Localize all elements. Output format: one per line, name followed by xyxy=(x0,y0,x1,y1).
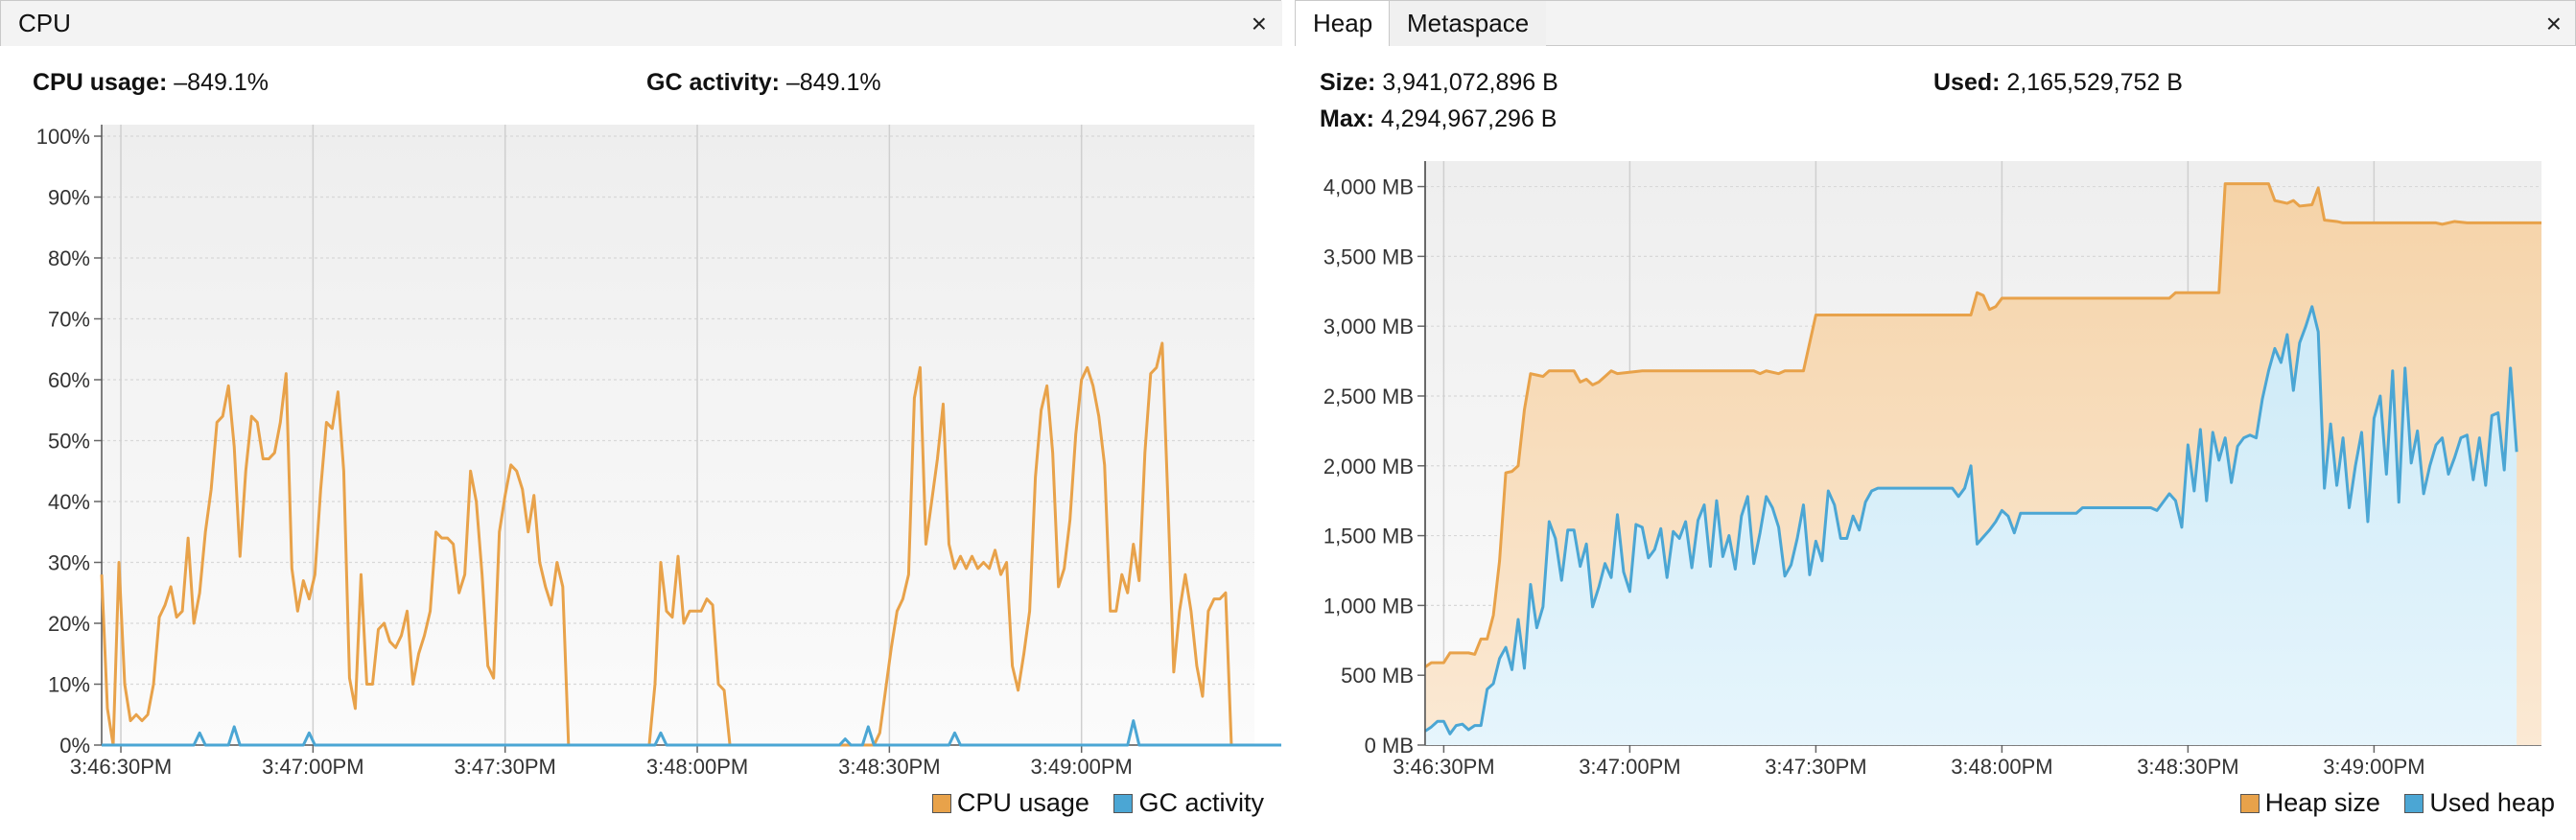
legend-cpu-swatch xyxy=(931,794,951,813)
legend-heap-size-label: Heap size xyxy=(2264,788,2380,817)
heap-tabbar: Heap Metaspace × xyxy=(1295,0,2576,46)
y-tick-label: 1,500 MB xyxy=(1323,525,1414,548)
y-tick-label: 40% xyxy=(48,490,90,514)
y-tick-label: 60% xyxy=(48,368,90,392)
series-line-gc-activity xyxy=(102,719,1281,747)
heap-close-icon[interactable]: × xyxy=(2545,9,2562,38)
legend-gc-activity: GC activity xyxy=(1113,788,1264,817)
y-tick-label: 4,000 MB xyxy=(1323,175,1414,199)
series-line-cpu-usage xyxy=(100,341,1233,747)
cpu-usage-value: –849.1% xyxy=(174,69,269,96)
x-tick-label: 3:47:30PM xyxy=(1765,755,1866,779)
heap-used-label: Used: xyxy=(1933,69,2001,96)
gc-activity-stat: GC activity: –849.1% xyxy=(646,69,881,97)
cpu-usage-label: CPU usage: xyxy=(33,69,168,96)
y-tick-label: 90% xyxy=(48,186,90,210)
legend-gc-label: GC activity xyxy=(1138,788,1264,817)
chart-plot-area xyxy=(102,125,1254,745)
y-tick-label: 10% xyxy=(48,673,90,697)
gc-activity-label: GC activity: xyxy=(646,69,780,96)
tab-heap[interactable]: Heap xyxy=(1296,1,1390,46)
y-tick-label: 3,000 MB xyxy=(1323,315,1414,338)
y-tick-label: 500 MB xyxy=(1341,664,1414,688)
tab-heap-label: Heap xyxy=(1313,9,1373,37)
heap-max-label: Max: xyxy=(1320,105,1374,132)
legend-heap-size-swatch xyxy=(2239,794,2260,813)
cpu-tabbar: CPU × xyxy=(0,0,1282,46)
legend-heap-size: Heap size xyxy=(2239,788,2388,817)
y-tick-label: 30% xyxy=(48,551,90,575)
x-tick-label: 3:48:00PM xyxy=(646,755,748,779)
heap-used-value: 2,165,529,752 B xyxy=(2006,69,2183,96)
y-tick-label: 1,000 MB xyxy=(1323,594,1414,618)
legend-used-heap-label: Used heap xyxy=(2429,788,2555,817)
heap-chart: 0 MB 500 MB 1,000 MB 1,500 MB 2,000 MB 2,500 … xyxy=(1323,161,2541,779)
y-tick-label: 50% xyxy=(48,430,90,454)
cpu-panel: CPU × CPU usage: –849.1% GC activity: –8… xyxy=(0,0,1282,840)
x-tick-label: 3:46:30PM xyxy=(70,755,172,779)
legend-cpu-label: CPU usage xyxy=(956,788,1089,817)
y-tick-label: 0 MB xyxy=(1365,734,1414,758)
legend-gc-swatch xyxy=(1113,794,1134,813)
heap-panel: Heap Metaspace × Size: 3,941,072,896 B U… xyxy=(1295,0,2576,840)
series-line-heap-size xyxy=(1424,182,2541,668)
tab-metaspace[interactable]: Metaspace xyxy=(1390,1,1547,46)
gc-activity-value: –849.1% xyxy=(785,69,881,96)
x-tick-label: 3:49:00PM xyxy=(1030,755,1132,779)
y-tick-label: 80% xyxy=(48,246,90,270)
x-tick-label: 3:46:30PM xyxy=(1393,755,1494,779)
cpu-chart: 0% 10% 20% 30% 40% 50% 60% 70% 80% 90% 100% 3:46:30… xyxy=(36,125,1281,779)
legend-cpu-usage: CPU usage xyxy=(931,788,1097,817)
tab-cpu-label: CPU xyxy=(18,9,71,37)
heap-size-stat: Size: 3,941,072,896 B xyxy=(1320,69,1558,97)
x-tick-label: 3:47:00PM xyxy=(262,755,363,779)
heap-max-stat: Max: 4,294,967,296 B xyxy=(1320,105,1557,133)
x-tick-label: 3:48:30PM xyxy=(838,755,940,779)
series-area-used-heap xyxy=(1425,306,2517,745)
cpu-usage-stat: CPU usage: –849.1% xyxy=(33,69,269,97)
x-tick-label: 3:49:00PM xyxy=(2323,755,2424,779)
tab-metaspace-label: Metaspace xyxy=(1407,9,1530,37)
cpu-legend: CPU usage GC activity xyxy=(931,788,1264,818)
y-tick-label: 2,500 MB xyxy=(1323,385,1414,408)
heap-max-value: 4,294,967,296 B xyxy=(1380,105,1557,132)
heap-legend: Heap size Used heap xyxy=(2239,788,2555,818)
y-tick-label: 2,000 MB xyxy=(1323,455,1414,478)
x-tick-label: 3:47:30PM xyxy=(454,755,555,779)
x-tick-label: 3:48:00PM xyxy=(1951,755,2052,779)
y-tick-label: 70% xyxy=(48,308,90,332)
heap-size-label: Size: xyxy=(1320,69,1376,96)
legend-used-heap: Used heap xyxy=(2404,788,2555,817)
tab-cpu[interactable]: CPU xyxy=(1,1,1282,46)
heap-used-stat: Used: 2,165,529,752 B xyxy=(1933,69,2183,97)
heap-size-value: 3,941,072,896 B xyxy=(1382,69,1558,96)
y-tick-label: 20% xyxy=(48,612,90,636)
y-tick-label: 3,500 MB xyxy=(1323,245,1414,268)
series-line-used-heap xyxy=(1424,305,2518,735)
cpu-close-icon[interactable]: × xyxy=(1251,9,1267,38)
x-tick-label: 3:47:00PM xyxy=(1579,755,1680,779)
x-tick-label: 3:48:30PM xyxy=(2137,755,2238,779)
y-tick-label: 100% xyxy=(36,125,90,149)
y-tick-label: 0% xyxy=(59,734,90,758)
legend-used-heap-swatch xyxy=(2404,794,2424,813)
